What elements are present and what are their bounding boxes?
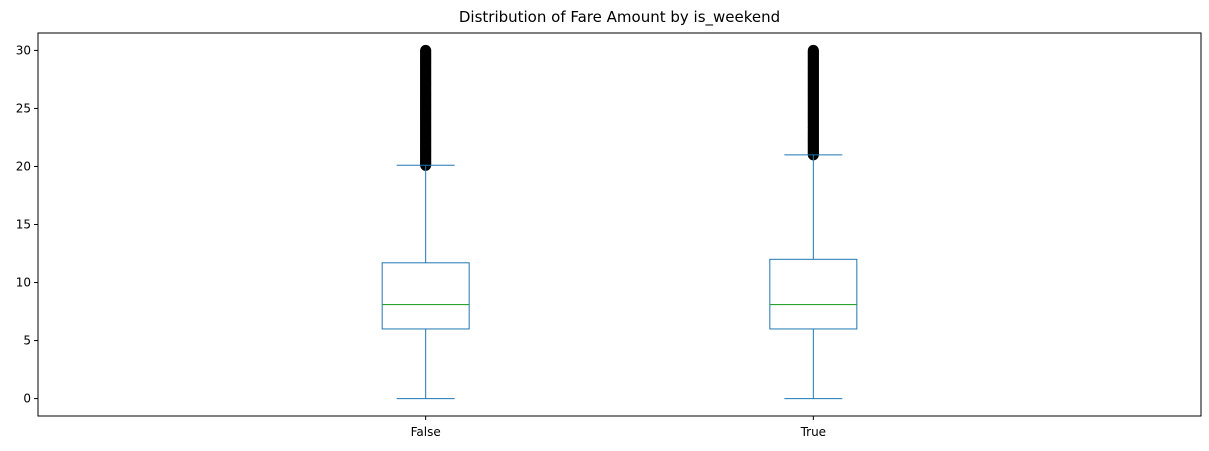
outlier-point xyxy=(420,44,432,56)
x-tick-label: True xyxy=(800,425,827,439)
y-tick-label: 25 xyxy=(16,101,31,115)
plot-frame xyxy=(37,32,1202,417)
y-axis: 0 5 10 15 20 25 30 xyxy=(16,43,38,406)
y-tick-label: 10 xyxy=(16,276,31,290)
x-tick-label: False xyxy=(411,425,441,439)
outliers-true xyxy=(807,44,819,161)
y-tick-label: 5 xyxy=(23,334,31,348)
chart-title: Distribution of Fare Amount by is_weeken… xyxy=(459,8,780,27)
outlier-point xyxy=(807,44,819,56)
box-false xyxy=(381,164,470,400)
box-true xyxy=(769,154,858,400)
iqr-box xyxy=(769,258,858,330)
outliers-layer xyxy=(420,44,819,171)
y-tick-label: 30 xyxy=(16,43,31,57)
boxes-layer xyxy=(381,154,858,400)
y-tick-label: 15 xyxy=(16,218,31,232)
y-tick-label: 0 xyxy=(23,392,31,406)
iqr-box xyxy=(381,262,470,330)
x-axis: False True xyxy=(411,416,826,439)
outliers-false xyxy=(420,44,432,171)
y-tick-label: 20 xyxy=(16,159,31,173)
